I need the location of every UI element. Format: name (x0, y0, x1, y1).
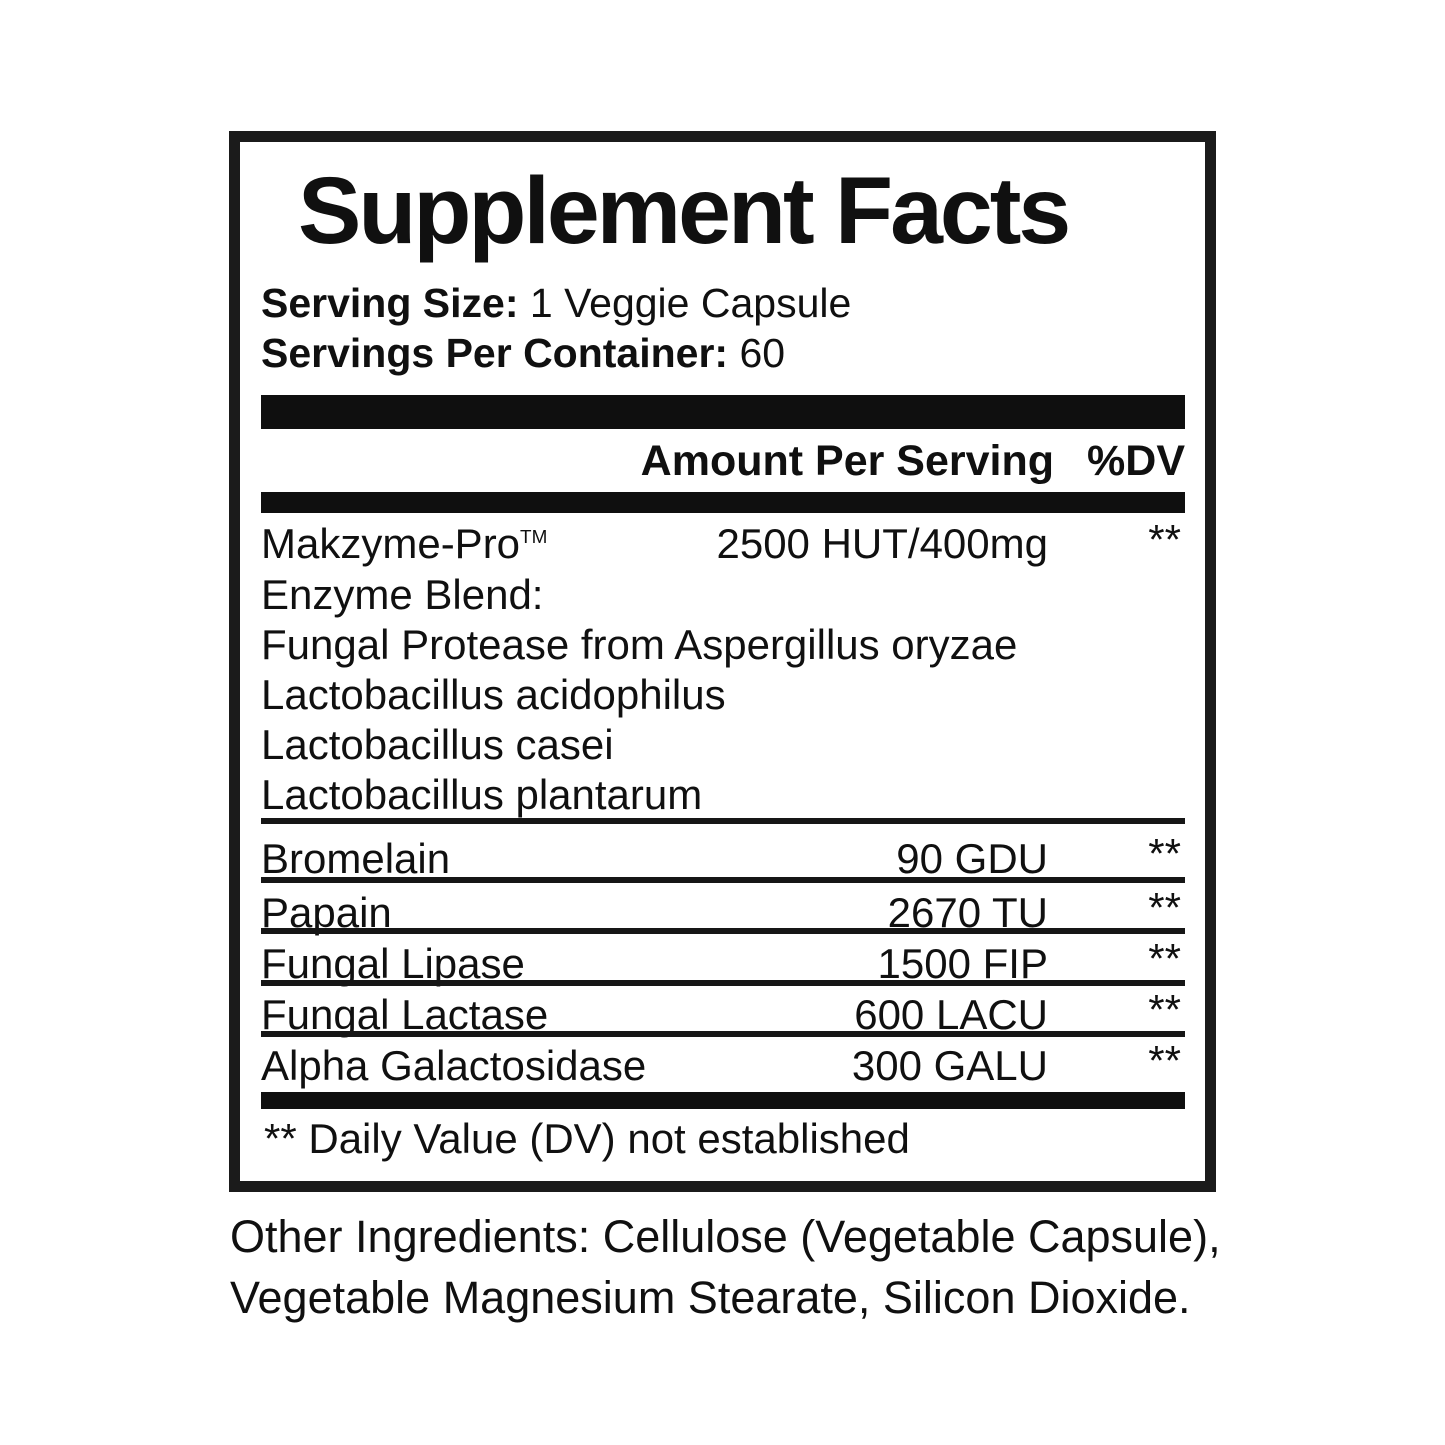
divider-thin (261, 1031, 1185, 1037)
other-ingredients: Other Ingredients: Cellulose (Vegetable … (230, 1206, 1240, 1328)
ingredient-dv: ** (1148, 884, 1181, 931)
blend-line: Lactobacillus plantarum (261, 771, 703, 818)
other-ingredients-line: Other Ingredients: Cellulose (Vegetable … (230, 1211, 1221, 1262)
ingredient-name: Alpha Galactosidase (261, 1042, 647, 1089)
serving-size-line: Serving Size: 1 Veggie Capsule (261, 278, 851, 328)
divider-thick-top (261, 395, 1185, 429)
blend-name-text: Makzyme-Pro (261, 520, 521, 567)
serving-size-value: 1 Veggie Capsule (518, 280, 852, 326)
divider-thin (261, 818, 1185, 824)
blend-line: Lactobacillus casei (261, 721, 614, 768)
divider-thin (261, 877, 1185, 883)
divider-thin (261, 928, 1185, 934)
serving-size-label: Serving Size: (261, 280, 519, 326)
ingredient-amount: 300 GALU (851, 1042, 1048, 1089)
table-row: Alpha Galactosidase 300 GALU ** (261, 1037, 1185, 1089)
ingredient-amount: 2670 TU (887, 889, 1048, 936)
ingredient-amount: 1500 FIP (877, 940, 1048, 987)
servings-per-container-value: 60 (728, 330, 786, 376)
serving-info: Serving Size: 1 Veggie Capsule Servings … (261, 278, 851, 378)
ingredient-dv: ** (1148, 986, 1181, 1033)
table-row: Fungal Lipase 1500 FIP ** (261, 935, 1185, 987)
column-header-row: Amount Per Serving %DV (261, 437, 1185, 485)
panel-title: Supplement Facts (298, 158, 1071, 264)
ingredient-dv: ** (1148, 935, 1181, 982)
ingredient-name: Bromelain (261, 835, 451, 882)
trademark-symbol: TM (520, 527, 548, 548)
table-row: Bromelain 90 GDU ** (261, 830, 1185, 882)
ingredient-amount: 600 LACU (854, 991, 1048, 1038)
blend-detail-lines: Enzyme Blend: Fungal Protease from Asper… (261, 570, 1017, 820)
supplement-facts-panel: Supplement Facts Serving Size: 1 Veggie … (229, 131, 1216, 1192)
blend-line: Lactobacillus acidophilus (261, 671, 726, 718)
ingredient-amount: 90 GDU (896, 835, 1048, 882)
table-row: Papain 2670 TU ** (261, 884, 1185, 936)
blend-line: Fungal Protease from Aspergillus oryzae (261, 621, 1018, 668)
blend-name: Makzyme-ProTM (261, 520, 547, 568)
ingredient-dv: ** (1148, 830, 1181, 877)
ingredient-name: Fungal Lactase (261, 991, 549, 1038)
other-ingredients-line: Vegetable Magnesium Stearate, Silicon Di… (230, 1272, 1191, 1323)
dv-footnote: ** Daily Value (DV) not established (264, 1115, 910, 1162)
blend-amount: 2500 HUT/400mg (716, 520, 1048, 567)
amount-per-serving-header: Amount Per Serving (640, 437, 1055, 485)
percent-dv-header: %DV (1087, 437, 1185, 485)
servings-per-container-line: Servings Per Container: 60 (261, 328, 851, 378)
divider-thin (261, 980, 1185, 986)
ingredient-dv: ** (1148, 1037, 1181, 1084)
divider-thick-bottom (261, 1092, 1185, 1109)
ingredient-name: Papain (261, 889, 392, 936)
blend-dv: ** (1148, 516, 1181, 563)
servings-per-container-label: Servings Per Container: (261, 330, 729, 376)
blend-line: Enzyme Blend: (261, 571, 544, 618)
divider-thick-header (261, 492, 1185, 513)
blend-row: Makzyme-ProTM 2500 HUT/400mg ** (261, 516, 1185, 570)
ingredient-name: Fungal Lipase (261, 940, 525, 987)
table-row: Fungal Lactase 600 LACU ** (261, 986, 1185, 1038)
